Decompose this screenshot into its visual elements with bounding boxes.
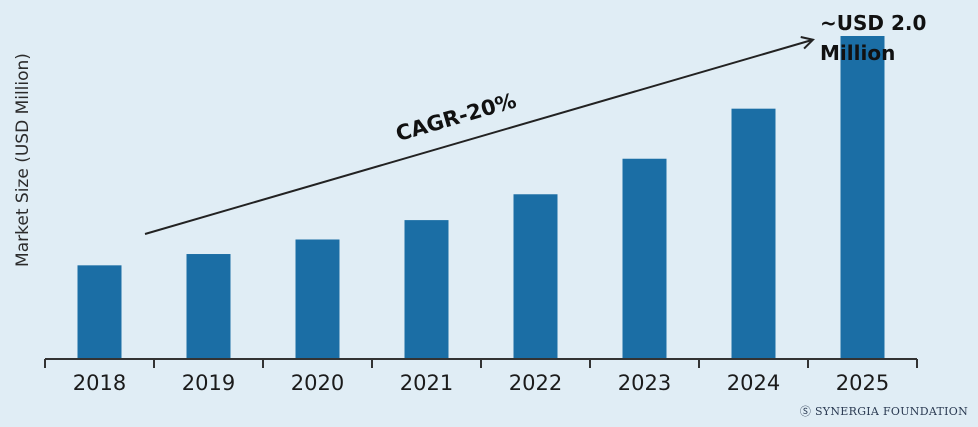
x-tick-label-2019: 2019 [182, 371, 235, 395]
x-tick-label-2022: 2022 [509, 371, 562, 395]
x-tick-label-2020: 2020 [291, 371, 344, 395]
bar-2022 [513, 194, 558, 359]
bars-group [77, 36, 885, 359]
y-axis-label: Market Size (USD Million) [13, 53, 33, 267]
bar-2025 [840, 36, 885, 359]
bar-2019 [186, 254, 231, 359]
bar-2021 [404, 220, 449, 359]
bar-2023 [622, 158, 667, 359]
x-tick-label-2025: 2025 [836, 371, 889, 395]
cagr-trend-arrow [144, 40, 812, 235]
x-tick-label-2021: 2021 [400, 371, 453, 395]
synergia-watermark: Ⓢ SYNERGIA FOUNDATION [800, 405, 968, 418]
x-tick-label-2018: 2018 [73, 371, 126, 395]
x-tick-label-2024: 2024 [727, 371, 780, 395]
x-axis-ticks [44, 359, 918, 368]
bar-2018 [77, 265, 122, 359]
end-value-callout-line2: Million [820, 41, 895, 65]
cagr-label: CAGR-20% [393, 88, 519, 146]
bar-2024 [731, 108, 776, 359]
x-tick-label-2023: 2023 [618, 371, 671, 395]
bar-2020 [295, 239, 340, 359]
x-axis-tick-labels: 2018 2019 2020 2021 2022 2023 2024 2025 [73, 371, 889, 395]
end-value-callout-line1: ~USD 2.0 [820, 11, 926, 35]
